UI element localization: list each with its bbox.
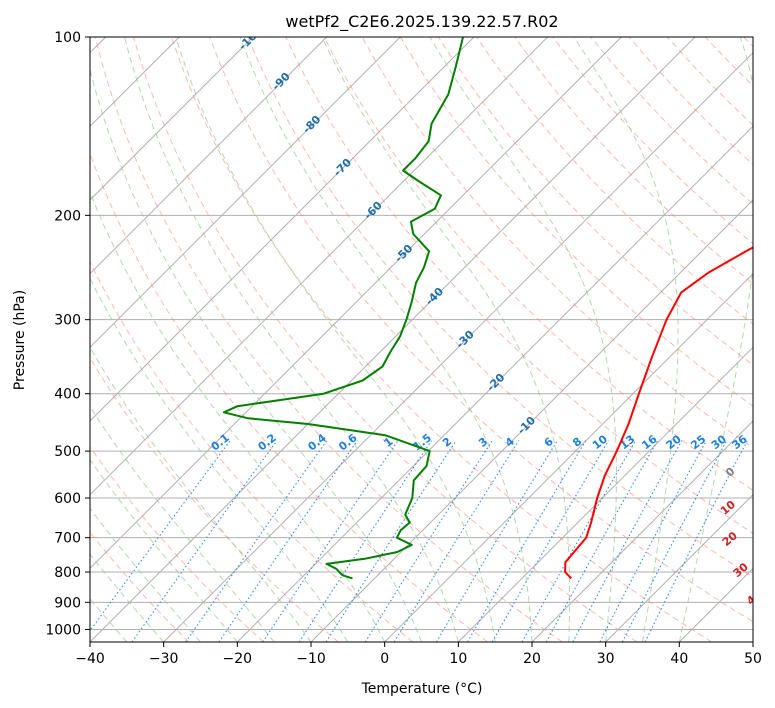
moist-adiabat-line <box>573 37 679 642</box>
x-tick-label: 0 <box>380 651 389 667</box>
chart-title: wetPf2_C2E6.2025.139.22.57.R02 <box>285 12 558 32</box>
y-tick-label: 400 <box>54 387 81 403</box>
x-tick-label: 20 <box>523 651 541 667</box>
plot-background <box>90 37 753 642</box>
mixing-ratio-line <box>644 440 748 642</box>
mixing-ratio-line <box>131 440 278 642</box>
moist-adiabat-line <box>90 190 386 642</box>
isotherm-line <box>531 420 753 642</box>
plot-frame <box>89 36 754 643</box>
dry-adiabat-line <box>476 37 753 325</box>
moist-adiabat-line <box>175 37 496 642</box>
moist-adiabat-line <box>124 37 459 642</box>
dry-adiabat-line <box>132 37 638 642</box>
x-tick-label: −10 <box>296 651 326 667</box>
dry-adiabat-line <box>514 37 753 285</box>
x-tick-label: 10 <box>449 651 467 667</box>
moist-adiabat-line <box>321 37 571 642</box>
isotherm-line <box>163 51 753 642</box>
y-tick-label: 300 <box>54 313 81 329</box>
moist-adiabat-line <box>90 67 422 642</box>
isotherm-line <box>90 37 254 201</box>
isotherm-line <box>457 346 753 642</box>
mixing-ratio-line <box>185 440 328 642</box>
isotherm-line <box>90 37 622 570</box>
dewpoint-profile <box>222 37 464 580</box>
isotherm-line <box>605 493 753 642</box>
moist-adiabat-line <box>239 37 533 642</box>
y-tick-label: 500 <box>54 444 81 460</box>
y-tick-label: 800 <box>54 565 81 581</box>
dry-adiabat-line <box>323 37 753 491</box>
isotherm-line <box>90 37 328 275</box>
isotherm-line <box>90 37 401 349</box>
x-tick-label: −30 <box>149 651 179 667</box>
isotherm-line <box>384 272 753 642</box>
mixing-ratio-line <box>393 440 520 642</box>
temperature-profile <box>564 246 753 580</box>
mixing-ratio-line <box>90 440 231 632</box>
moist-adiabat-line <box>678 37 753 642</box>
mixing-ratio-line <box>467 440 587 642</box>
moist-adiabat-line <box>90 405 275 642</box>
axes: −40 −30 −20 −10 0 10 20 30 40 50 1000 900 800 700 600 5… <box>45 30 762 667</box>
dry-adiabat-line <box>94 37 563 642</box>
dry-adiabat-line <box>90 356 339 642</box>
isotherm-line <box>90 37 475 422</box>
y-tick-label: 900 <box>54 595 81 611</box>
x-tick-label: −40 <box>75 651 105 667</box>
mixing-ratio-line <box>262 440 399 642</box>
x-tick-label: 40 <box>670 651 688 667</box>
moist-adiabat-line <box>90 507 201 642</box>
isotherm-line <box>90 37 549 496</box>
mixing-ratio-line <box>364 440 493 642</box>
moist-adiabat-line <box>90 458 238 642</box>
dry-adiabat-line <box>285 37 753 535</box>
y-axis-label: Pressure (hPa) <box>12 290 28 390</box>
x-tick-label: 30 <box>597 651 615 667</box>
y-tick-label: 700 <box>54 531 81 547</box>
moist-adiabat-label: 40 <box>744 588 764 608</box>
mixing-ratio-line <box>435 440 558 642</box>
x-tick-label: −20 <box>223 651 253 667</box>
dry-adiabat-line <box>90 260 414 642</box>
x-axis-label: Temperature (°C) <box>361 681 483 697</box>
mixing-ratio-line <box>491 440 609 642</box>
mixing-ratio-line <box>572 440 683 642</box>
y-tick-label: 1000 <box>45 622 81 638</box>
moist-adiabat-line <box>429 37 617 642</box>
dry-adiabat-line <box>247 37 753 578</box>
mixing-ratio-line <box>325 440 457 642</box>
isotherm-line <box>236 125 753 642</box>
x-tick-label: 50 <box>744 651 762 667</box>
dry-adiabat-line <box>209 37 753 623</box>
y-tick-label: 200 <box>54 208 81 224</box>
isotherm-line <box>752 641 753 642</box>
sounding-profiles <box>222 37 753 580</box>
dry-adiabat-line <box>171 37 712 642</box>
y-tick-label: 600 <box>54 491 81 507</box>
mixing-ratio-line <box>545 440 659 642</box>
dry-adiabat-line <box>90 446 264 642</box>
y-tick-label: 100 <box>54 30 81 46</box>
